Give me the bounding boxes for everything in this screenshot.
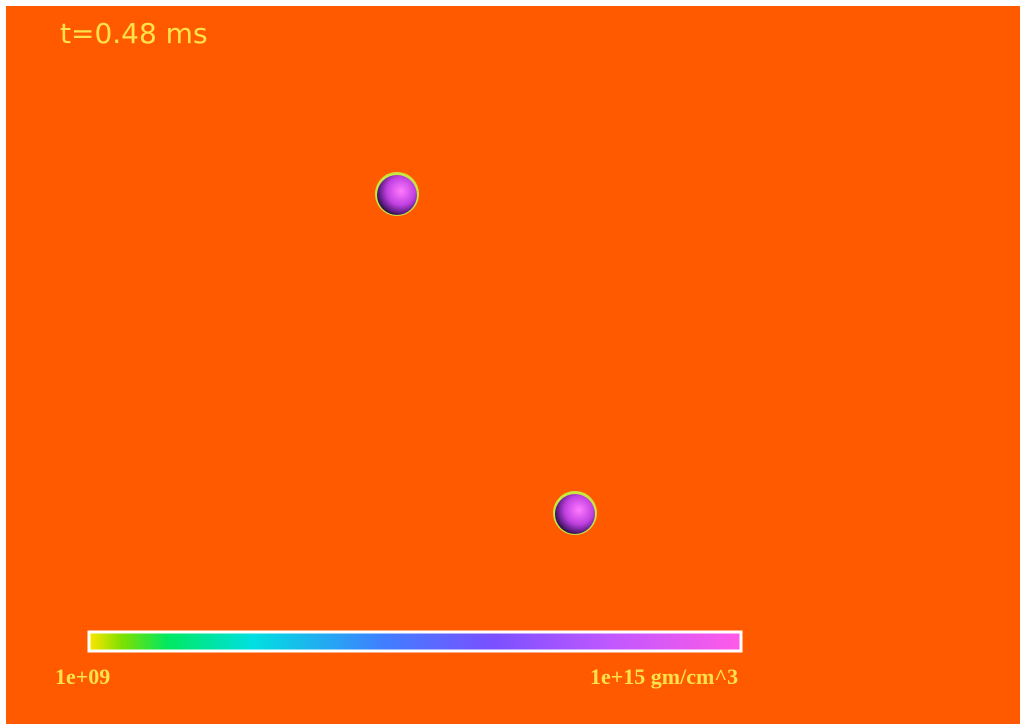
colorbar [89, 632, 741, 651]
colorbar-min-label: 1e+09 [55, 664, 110, 689]
visualization: t=0.48 ms 1e+09 1e+15 gm/cm^3 [0, 0, 1025, 724]
page: t=0.48 ms 1e+09 1e+15 gm/cm^3 (() => { c… [0, 0, 1025, 724]
star-1 [375, 172, 419, 216]
background [6, 6, 1020, 724]
star-body [555, 494, 595, 534]
star-2 [553, 491, 597, 535]
star-body [377, 175, 417, 215]
time-label: t=0.48 ms [60, 17, 208, 50]
colorbar-max-label: 1e+15 gm/cm^3 [590, 664, 738, 689]
